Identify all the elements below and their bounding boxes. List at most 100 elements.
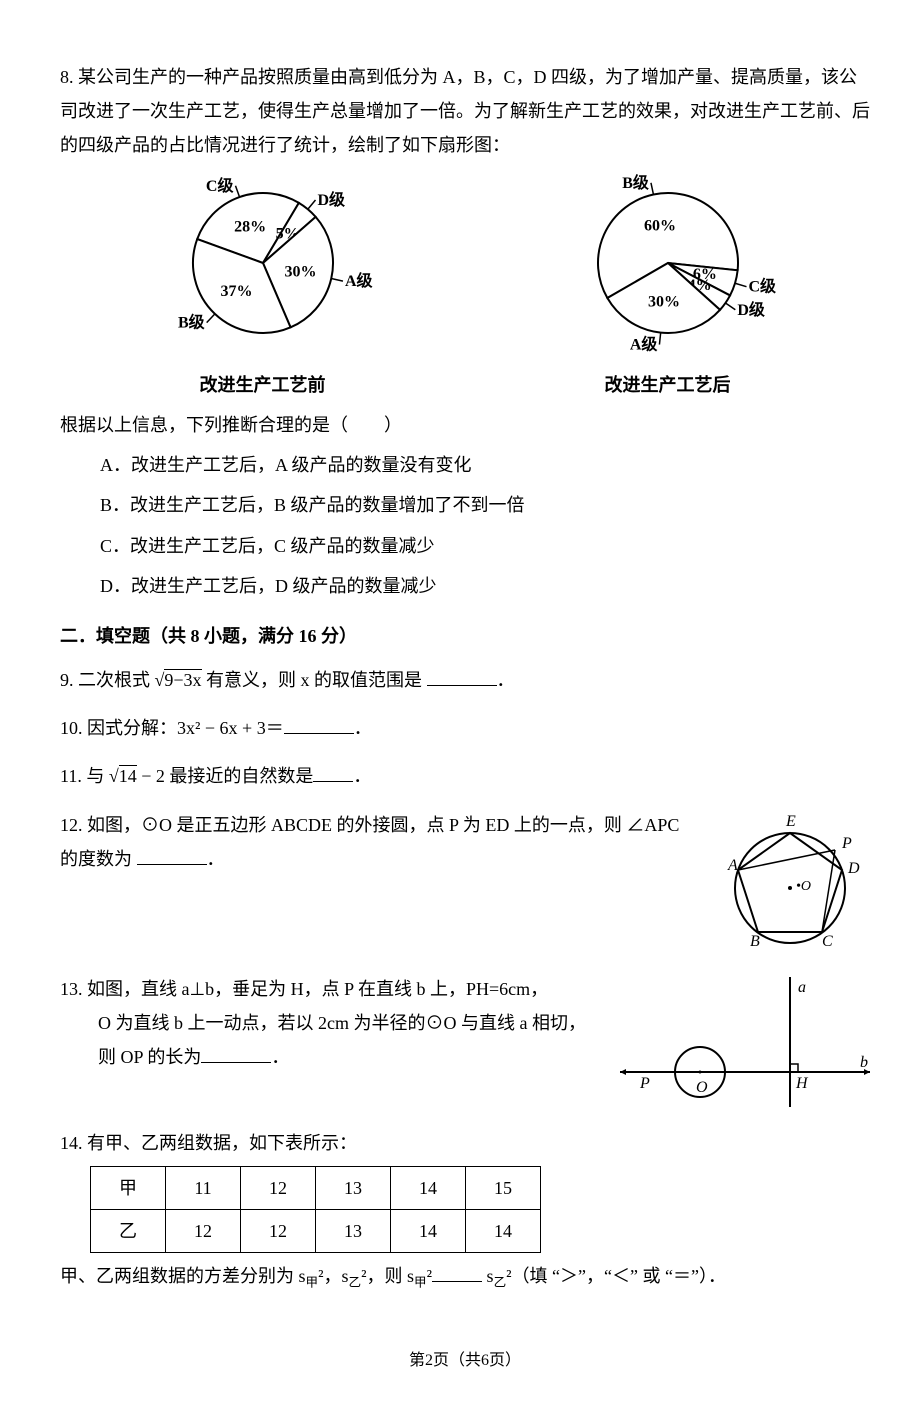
pie-before-caption: 改进生产工艺前: [153, 368, 373, 402]
cell: 甲: [91, 1166, 166, 1209]
question-9: 9. 二次根式 √9−3x 有意义，则 x 的取值范围是 ．: [60, 663, 870, 697]
q9-before: 二次根式: [78, 670, 150, 690]
q14-blank[interactable]: [432, 1263, 482, 1282]
pie-after-block: 60%B级6%C级4%D级30%A级 改进生产工艺后: [558, 173, 778, 402]
q8-number: 8.: [60, 67, 74, 87]
q13-blank[interactable]: [201, 1044, 271, 1063]
t: ，s: [324, 1266, 349, 1286]
svg-text:30%: 30%: [647, 293, 679, 310]
svg-text:37%: 37%: [220, 283, 252, 300]
q11-before: 与: [86, 766, 104, 786]
q11-tail: ．: [353, 766, 371, 786]
sub: 甲: [306, 1276, 319, 1290]
svg-text:B: B: [750, 933, 760, 950]
q12-tail: ．: [207, 849, 225, 869]
sub: 乙: [494, 1276, 507, 1290]
q13-number: 13.: [60, 979, 83, 999]
table-row: 甲 11 12 13 14 15: [91, 1166, 541, 1209]
q10-blank[interactable]: [284, 715, 354, 734]
cell: 14: [391, 1166, 466, 1209]
perpendicular-lines-figure: a b P O H: [620, 972, 870, 1112]
cell: 11: [166, 1166, 241, 1209]
sqrt-icon: √14: [109, 759, 137, 793]
q11-blank[interactable]: [313, 763, 353, 782]
q11-number: 11.: [60, 766, 82, 786]
pie-after-caption: 改进生产工艺后: [558, 368, 778, 402]
svg-text:P: P: [841, 835, 852, 852]
pentagon-circle-figure: A B C D E P •O: [710, 808, 870, 958]
svg-text:30%: 30%: [284, 263, 316, 280]
q8-option-a: A．改进生产工艺后，A 级产品的数量没有变化: [100, 448, 870, 482]
cell: 12: [166, 1210, 241, 1253]
cell: 12: [241, 1166, 316, 1209]
sub: 甲: [414, 1276, 427, 1290]
cell: 14: [391, 1210, 466, 1253]
q11-mid: − 2 最接近的自然数是: [141, 766, 313, 786]
t: 甲、乙两组数据的方差分别为 s: [60, 1266, 306, 1286]
q13-line3-before: 则 OP 的长为: [98, 1047, 201, 1067]
svg-text:E: E: [785, 813, 796, 830]
q8-charts-row: 28%C级5%D级30%A级37%B级 改进生产工艺前 60%B级6%C级4%D…: [60, 173, 870, 402]
q14-table: 甲 11 12 13 14 15 乙 12 12 13 14 14: [90, 1166, 541, 1253]
cell: 乙: [91, 1210, 166, 1253]
pie-chart-after: 60%B级6%C级4%D级30%A级: [558, 173, 778, 353]
svg-text:C级: C级: [748, 276, 777, 295]
q14-tail: 甲、乙两组数据的方差分别为 s甲²，s乙²，则 s甲² s乙²（填 “＞”，“＜…: [60, 1259, 870, 1296]
q8-option-b: B．改进生产工艺后，B 级产品的数量增加了不到一倍: [100, 488, 870, 522]
q14-intro: 有甲、乙两组数据，如下表所示：: [87, 1133, 357, 1153]
q8-options: A．改进生产工艺后，A 级产品的数量没有变化 B．改进生产工艺后，B 级产品的数…: [100, 448, 870, 603]
q9-tail: ．: [497, 670, 515, 690]
t: （填 “＞”，“＜” 或 “＝”）．: [512, 1266, 726, 1286]
question-12: A B C D E P •O 12. 如图，⊙O 是正五边形 ABCDE 的外接…: [60, 808, 870, 958]
cell: 15: [466, 1166, 541, 1209]
question-10: 10. 因式分解：3x² − 6x + 3＝ ．: [60, 711, 870, 745]
cell: 14: [466, 1210, 541, 1253]
svg-text:C: C: [822, 933, 833, 950]
q9-after: 有意义，则 x 的取值范围是: [206, 670, 422, 690]
question-14: 14. 有甲、乙两组数据，如下表所示： 甲 11 12 13 14 15 乙 1…: [60, 1126, 870, 1296]
svg-text:A级: A级: [344, 271, 372, 290]
svg-text:A: A: [727, 857, 738, 874]
q11-radicand: 14: [119, 765, 137, 786]
q9-radicand: 9−3x: [164, 669, 201, 690]
cell: 13: [316, 1210, 391, 1253]
svg-text:H: H: [795, 1075, 809, 1092]
question-11: 11. 与 √14 − 2 最接近的自然数是 ．: [60, 759, 870, 793]
svg-text:60%: 60%: [643, 217, 675, 234]
sub: 乙: [349, 1276, 362, 1290]
svg-text:a: a: [798, 979, 806, 996]
q8-option-c: C．改进生产工艺后，C 级产品的数量减少: [100, 529, 870, 563]
svg-text:28%: 28%: [234, 218, 266, 235]
svg-text:A级: A级: [629, 334, 658, 352]
svg-text:P: P: [639, 1075, 650, 1092]
page-footer: 第2页（共6页）: [60, 1346, 870, 1376]
q10-text: 因式分解：3x² − 6x + 3＝: [87, 718, 284, 738]
q13-line1: 如图，直线 a⊥b，垂足为 H，点 P 在直线 b 上，PH=6cm，: [87, 979, 548, 999]
q8-option-d: D．改进生产工艺后，D 级产品的数量减少: [100, 569, 870, 603]
svg-text:•O: •O: [796, 879, 811, 894]
q12-number: 12.: [60, 815, 83, 835]
question-13: a b P O H 13. 如图，直线 a⊥b，垂足为 H，点 P 在直线 b …: [60, 972, 870, 1112]
svg-text:D级: D级: [317, 190, 346, 209]
q8-stem: 根据以上信息，下列推断合理的是（ ）: [60, 408, 870, 442]
svg-text:B级: B级: [177, 312, 205, 331]
q10-number: 10.: [60, 718, 83, 738]
table-row: 乙 12 12 13 14 14: [91, 1210, 541, 1253]
svg-text:D级: D级: [737, 299, 766, 318]
t: ，则 s: [367, 1266, 415, 1286]
q12-blank[interactable]: [137, 846, 207, 865]
cell: 13: [316, 1166, 391, 1209]
sqrt-icon: √9−3x: [155, 663, 202, 697]
pie-before-block: 28%C级5%D级30%A级37%B级 改进生产工艺前: [153, 173, 373, 402]
q9-blank[interactable]: [427, 667, 497, 686]
pie-chart-before: 28%C级5%D级30%A级37%B级: [153, 173, 373, 353]
svg-text:B级: B级: [622, 173, 650, 192]
question-8: 8. 某公司生产的一种产品按照质量由高到低分为 A，B，C，D 四级，为了增加产…: [60, 60, 870, 603]
q13-tail: ．: [271, 1047, 289, 1067]
q8-text: 某公司生产的一种产品按照质量由高到低分为 A，B，C，D 四级，为了增加产量、提…: [60, 67, 870, 155]
q10-tail: ．: [354, 718, 372, 738]
section-2-title: 二．填空题（共 8 小题，满分 16 分）: [60, 619, 870, 653]
svg-text:D: D: [847, 860, 860, 877]
svg-text:O: O: [696, 1079, 708, 1096]
svg-text:b: b: [860, 1054, 868, 1071]
